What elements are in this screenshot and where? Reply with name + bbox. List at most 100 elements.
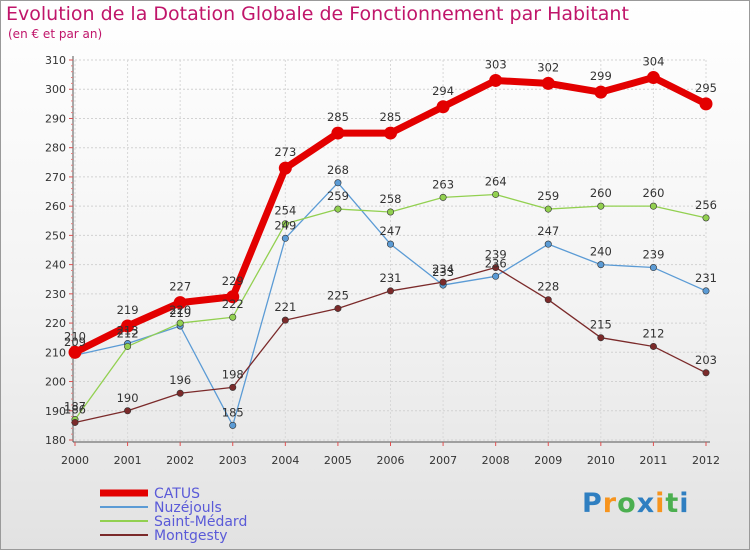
data-point: [646, 71, 660, 85]
x-tick-label: 2008: [482, 454, 510, 467]
x-tick-label: 2004: [271, 454, 299, 467]
x-tick-label: 2010: [587, 454, 615, 467]
data-point: [702, 214, 710, 222]
x-tick-label: 2006: [377, 454, 405, 467]
data-label: 264: [485, 174, 507, 188]
y-tick-label: 310: [45, 54, 66, 67]
data-point: [544, 205, 552, 213]
data-point: [649, 202, 657, 210]
y-tick-label: 270: [45, 171, 66, 184]
data-label: 227: [169, 280, 191, 294]
data-label: 259: [537, 189, 559, 203]
data-label: 249: [274, 218, 296, 232]
data-label: 185: [222, 405, 244, 419]
data-label: 213: [117, 324, 139, 338]
y-tick-label: 220: [45, 317, 66, 330]
data-point: [492, 272, 500, 280]
x-tick-label: 2001: [114, 454, 142, 467]
data-label: 256: [695, 198, 717, 212]
data-label: 268: [327, 163, 349, 177]
data-point: [544, 296, 552, 304]
legend-label: Montgesty: [154, 528, 228, 544]
logo-letter: P: [582, 488, 603, 519]
data-label: 273: [274, 145, 296, 159]
y-tick-label: 290: [45, 112, 66, 125]
axes: [72, 56, 710, 443]
logo-letter: o: [617, 488, 637, 519]
data-label: 240: [590, 245, 612, 259]
data-point: [386, 208, 394, 216]
chart-subtitle: (en € et par an): [8, 27, 103, 41]
data-point: [229, 383, 237, 391]
y-tick-label: 200: [45, 376, 66, 389]
data-label: 225: [327, 288, 349, 302]
x-tick-label: 2009: [534, 454, 562, 467]
data-label: 198: [222, 367, 244, 381]
x-tick-label: 2012: [692, 454, 720, 467]
x-tick-label: 2007: [429, 454, 457, 467]
data-label: 254: [274, 204, 296, 218]
data-label: 219: [117, 303, 139, 317]
y-tick-label: 230: [45, 288, 66, 301]
data-point: [541, 76, 555, 90]
data-point: [173, 296, 187, 310]
data-point: [597, 334, 605, 342]
data-label: 220: [169, 303, 191, 317]
data-point: [489, 73, 503, 87]
data-point: [386, 287, 394, 295]
x-tick-label: 2002: [166, 454, 194, 467]
y-tick-label: 280: [45, 142, 66, 155]
y-tick-label: 180: [45, 434, 66, 447]
data-label: 304: [642, 55, 664, 69]
data-label: 239: [642, 248, 664, 262]
y-tick-label: 260: [45, 200, 66, 213]
data-label: 196: [169, 373, 191, 387]
y-tick-label: 240: [45, 259, 66, 272]
data-point: [702, 287, 710, 295]
data-point: [699, 97, 713, 111]
data-label: 231: [380, 271, 402, 285]
logo-letter: x: [636, 488, 656, 519]
data-point: [229, 313, 237, 321]
logo-letter: i: [679, 488, 690, 519]
data-label: 231: [695, 271, 717, 285]
data-label: 229: [222, 274, 244, 288]
data-label: 285: [380, 110, 402, 124]
data-label: 263: [432, 177, 454, 191]
y-tick-label: 210: [45, 346, 66, 359]
y-tick-label: 190: [45, 405, 66, 418]
data-point: [334, 304, 342, 312]
data-point: [597, 202, 605, 210]
x-axis-ticks: 2000 2001 2002 2003 2004 2005 2006 2007 2008 2009…: [61, 442, 720, 467]
data-point: [71, 418, 79, 426]
data-point: [176, 319, 184, 327]
data-label: 260: [590, 186, 612, 200]
data-label: 295: [695, 81, 717, 95]
data-label: 247: [380, 224, 402, 238]
data-point: [334, 205, 342, 213]
data-point: [176, 389, 184, 397]
data-point: [281, 234, 289, 242]
legend-label: Nuzéjouls: [154, 500, 222, 516]
legend-label: CATUS: [154, 486, 200, 502]
data-point: [544, 240, 552, 248]
data-label: 236: [485, 256, 507, 270]
data-label: 294: [432, 84, 454, 98]
data-label: 285: [327, 110, 349, 124]
data-label: 221: [274, 300, 296, 314]
data-label: 228: [537, 280, 559, 294]
x-tick-label: 2005: [324, 454, 352, 467]
data-point: [124, 342, 132, 350]
y-tick-label: 300: [45, 83, 66, 96]
x-tick-label: 2000: [61, 454, 89, 467]
series-group: [68, 71, 713, 429]
data-label: 187: [64, 400, 86, 414]
data-label: 222: [222, 297, 244, 311]
data-label: 190: [117, 391, 139, 405]
data-label: 303: [485, 57, 507, 71]
data-point: [702, 369, 710, 377]
data-point: [331, 126, 345, 140]
data-point: [492, 264, 500, 272]
data-point: [649, 342, 657, 350]
proxiti-logo: Proxiti: [582, 488, 690, 519]
